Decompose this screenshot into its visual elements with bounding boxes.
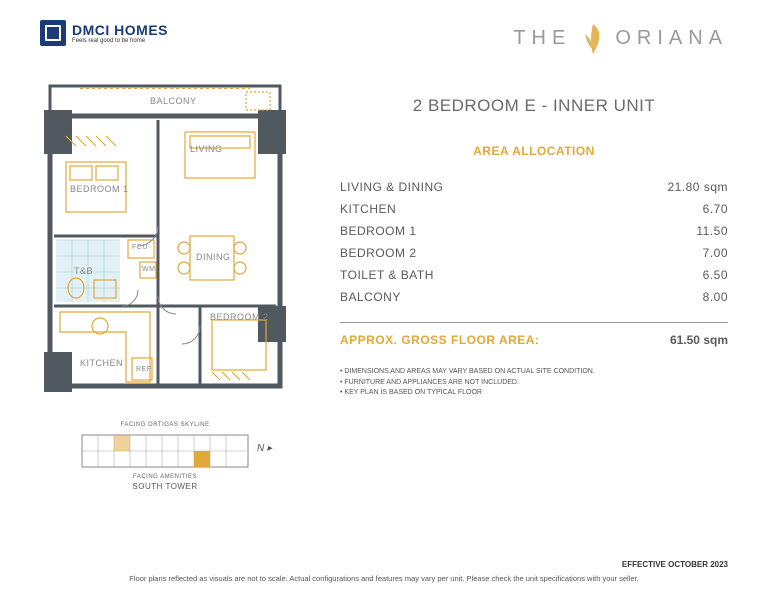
oriana-logo: THE ORIANA <box>513 20 728 56</box>
area-row: BALCONY8.00 <box>340 286 728 308</box>
divider <box>340 322 728 323</box>
total-row: APPROX. GROSS FLOOR AREA: 61.50 sqm <box>340 333 728 347</box>
label-fcu: FCU <box>132 244 148 251</box>
label-bedroom1: BEDROOM 1 <box>70 184 129 194</box>
label-living: LIVING <box>190 144 223 154</box>
keyplan-tower: SOUTH TOWER <box>40 482 290 491</box>
footer-disclaimer: Floor plans reflected as visuals are not… <box>40 574 728 583</box>
note-line: • FURNITURE AND APPLIANCES ARE NOT INCLU… <box>340 378 728 389</box>
label-ref: REF <box>136 366 152 373</box>
notes: • DIMENSIONS AND AREAS MAY VARY BASED ON… <box>340 367 728 399</box>
north-indicator: N ▸ <box>257 443 272 454</box>
dmci-logo: DMCI HOMES Feels real good to be home <box>40 20 168 46</box>
info-column: 2 BEDROOM E - INNER UNIT AREA ALLOCATION… <box>340 76 728 491</box>
dmci-text: DMCI HOMES Feels real good to be home <box>72 22 168 44</box>
label-bedroom2: BEDROOM 2 <box>210 312 269 322</box>
label-tb: T&B <box>74 266 93 276</box>
floorplan-diagram: BALCONY LIVING BEDROOM 1 DINING T&B FCU … <box>40 76 290 416</box>
project-name: ORIANA <box>615 27 728 50</box>
note-line: • DIMENSIONS AND AREAS MAY VARY BASED ON… <box>340 367 728 378</box>
area-row: TOILET & BATH6.50 <box>340 264 728 286</box>
label-wm: WM <box>142 266 155 273</box>
header: DMCI HOMES Feels real good to be home TH… <box>0 0 768 66</box>
label-balcony: BALCONY <box>150 96 197 106</box>
floorplan-column: BALCONY LIVING BEDROOM 1 DINING T&B FCU … <box>40 76 290 491</box>
label-kitchen: KITCHEN <box>80 358 123 368</box>
effective-date: EFFECTIVE OCTOBER 2023 <box>622 560 728 569</box>
dmci-mark-icon <box>40 20 66 46</box>
dmci-tagline: Feels real good to be home <box>72 38 168 44</box>
keyplan-top-label: FACING ORTIGAS SKYLINE <box>40 422 290 428</box>
area-row: LIVING & DINING21.80 sqm <box>340 176 728 198</box>
unit-title: 2 BEDROOM E - INNER UNIT <box>340 96 728 116</box>
area-row: BEDROOM 27.00 <box>340 242 728 264</box>
project-the: THE <box>513 27 571 50</box>
main-content: BALCONY LIVING BEDROOM 1 DINING T&B FCU … <box>0 66 768 491</box>
total-value: 61.50 sqm <box>670 333 728 347</box>
dmci-title: DMCI HOMES <box>72 22 168 38</box>
keyplan-bottom-label: FACING AMENITIES <box>40 474 290 480</box>
keyplan-diagram: N ▸ <box>80 431 250 471</box>
area-allocation-title: AREA ALLOCATION <box>340 144 728 158</box>
note-line: • KEY PLAN IS BASED ON TYPICAL FLOOR <box>340 388 728 399</box>
label-dining: DINING <box>196 252 231 262</box>
keyplan: FACING ORTIGAS SKYLINE <box>40 422 290 491</box>
total-label: APPROX. GROSS FLOOR AREA: <box>340 333 539 347</box>
area-row: BEDROOM 111.50 <box>340 220 728 242</box>
area-row: KITCHEN6.70 <box>340 198 728 220</box>
area-table: LIVING & DINING21.80 sqm KITCHEN6.70 BED… <box>340 176 728 308</box>
feather-icon <box>579 20 607 56</box>
